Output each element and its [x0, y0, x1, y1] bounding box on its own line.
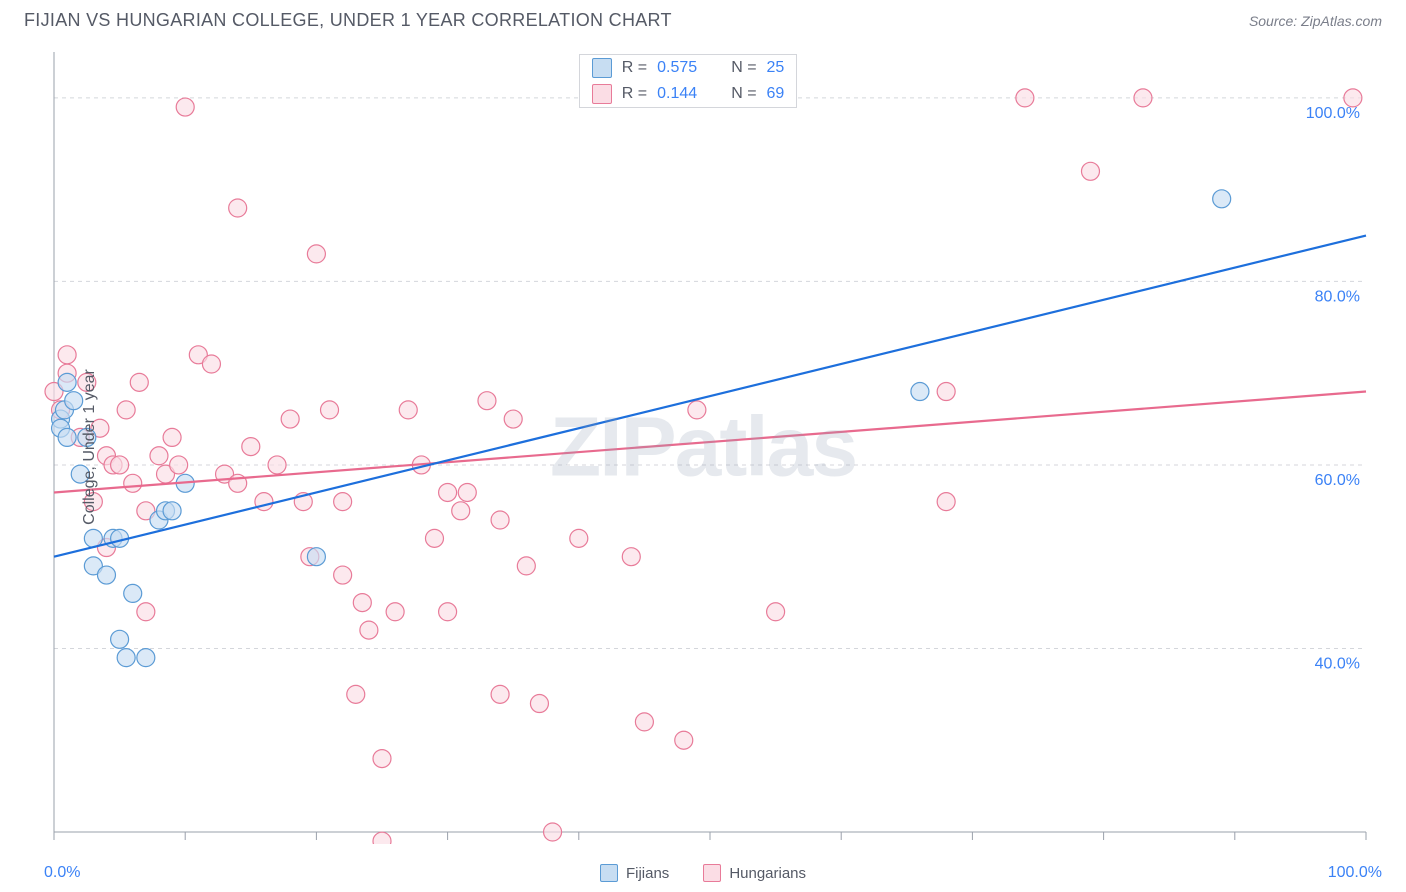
y-tick-label: 80.0%: [1315, 288, 1360, 305]
hungarians-point: [268, 456, 286, 474]
hungarians-point: [373, 832, 391, 844]
hungarians-point: [675, 731, 693, 749]
hungarians-point: [1016, 89, 1034, 107]
hungarians-point: [373, 750, 391, 768]
hungarians-point: [1081, 162, 1099, 180]
hungarians-point: [439, 483, 457, 501]
correlation-legend-row: R = 0.144 N = 69: [580, 81, 797, 107]
fijians-point: [97, 566, 115, 584]
legend-item: Fijians: [600, 864, 669, 882]
hungarians-point: [130, 373, 148, 391]
hungarians-point: [530, 695, 548, 713]
hungarians-point: [439, 603, 457, 621]
hungarians-point: [334, 566, 352, 584]
y-tick-label: 100.0%: [1306, 105, 1360, 122]
series-legend: Fijians Hungarians: [0, 864, 1406, 882]
legend-item: Hungarians: [703, 864, 806, 882]
hungarians-point: [504, 410, 522, 428]
hungarians-point: [334, 493, 352, 511]
fijians-point: [137, 649, 155, 667]
y-tick-label: 40.0%: [1315, 655, 1360, 672]
hungarians-point: [229, 199, 247, 217]
fijians-trend-line: [54, 236, 1366, 557]
y-axis-label: College, Under 1 year: [81, 369, 99, 525]
hungarians-point: [347, 685, 365, 703]
hungarians-point: [117, 401, 135, 419]
hungarians-point: [544, 823, 562, 841]
hungarians-point: [281, 410, 299, 428]
hungarians-point: [452, 502, 470, 520]
fijians-point: [163, 502, 181, 520]
hungarians-point: [202, 355, 220, 373]
hungarians-point: [937, 493, 955, 511]
fijians-point: [58, 428, 76, 446]
hungarians-point: [307, 245, 325, 263]
hungarians-point: [242, 438, 260, 456]
hungarians-point: [163, 428, 181, 446]
hungarians-point: [937, 383, 955, 401]
hungarians-point: [170, 456, 188, 474]
hungarians-point: [360, 621, 378, 639]
hungarians-point: [150, 447, 168, 465]
hungarians-point: [425, 529, 443, 547]
hungarians-point: [635, 713, 653, 731]
fijians-point: [124, 584, 142, 602]
r-value: 0.575: [657, 59, 697, 77]
fijians-point: [58, 373, 76, 391]
fijians-point: [111, 630, 129, 648]
hungarians-point: [386, 603, 404, 621]
hungarians-point: [517, 557, 535, 575]
legend-swatch: [592, 58, 612, 78]
fijians-point: [911, 383, 929, 401]
n-value: 69: [767, 85, 785, 103]
hungarians-point: [399, 401, 417, 419]
hungarians-point: [58, 346, 76, 364]
hungarians-point: [1344, 89, 1362, 107]
hungarians-point: [111, 456, 129, 474]
n-label: N =: [731, 85, 756, 103]
legend-swatch: [703, 864, 721, 882]
hungarians-point: [478, 392, 496, 410]
hungarians-point: [570, 529, 588, 547]
legend-swatch: [592, 84, 612, 104]
fijians-point: [1213, 190, 1231, 208]
fijians-point: [307, 548, 325, 566]
hungarians-point: [622, 548, 640, 566]
fijians-point: [117, 649, 135, 667]
hungarians-point: [321, 401, 339, 419]
legend-label: Hungarians: [729, 865, 806, 882]
hungarians-point: [137, 603, 155, 621]
hungarians-point: [458, 483, 476, 501]
legend-swatch: [600, 864, 618, 882]
y-tick-label: 60.0%: [1315, 472, 1360, 489]
correlation-legend-row: R = 0.575 N = 25: [580, 55, 797, 81]
hungarians-point: [491, 685, 509, 703]
r-label: R =: [622, 59, 647, 77]
legend-label: Fijians: [626, 865, 669, 882]
source-attribution: Source: ZipAtlas.com: [1249, 13, 1382, 29]
chart-area: College, Under 1 year ZIPatlas 40.0%60.0…: [18, 44, 1388, 850]
hungarians-point: [491, 511, 509, 529]
scatter-chart: 40.0% 60.0% 80.0% 100.0%: [18, 44, 1388, 844]
n-value: 25: [767, 59, 785, 77]
hungarians-point: [353, 594, 371, 612]
hungarians-point: [688, 401, 706, 419]
hungarians-point: [767, 603, 785, 621]
correlation-legend: R = 0.575 N = 25 R = 0.144 N = 69: [579, 54, 798, 108]
r-label: R =: [622, 85, 647, 103]
hungarians-point: [1134, 89, 1152, 107]
hungarians-point: [176, 98, 194, 116]
n-label: N =: [731, 59, 756, 77]
chart-title: FIJIAN VS HUNGARIAN COLLEGE, UNDER 1 YEA…: [24, 10, 672, 31]
hungarians-point: [124, 474, 142, 492]
r-value: 0.144: [657, 85, 697, 103]
